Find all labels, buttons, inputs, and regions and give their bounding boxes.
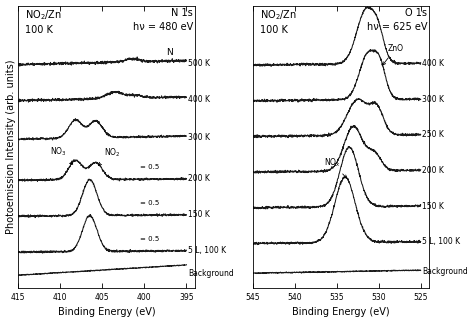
Text: NO$_x$: NO$_x$: [324, 157, 346, 178]
Text: 200 K: 200 K: [422, 166, 444, 175]
Text: NO$_2$/Zn
100 K: NO$_2$/Zn 100 K: [26, 8, 63, 36]
Text: 250 K: 250 K: [422, 130, 444, 140]
Text: Background: Background: [188, 269, 234, 278]
X-axis label: Binding Energy (eV): Binding Energy (eV): [58, 307, 155, 318]
Text: = 0.5: = 0.5: [140, 164, 159, 170]
Text: 300 K: 300 K: [422, 95, 444, 104]
Text: N: N: [166, 48, 173, 57]
Text: N 1s
hν = 480 eV: N 1s hν = 480 eV: [133, 8, 193, 32]
X-axis label: Binding Energy (eV): Binding Energy (eV): [292, 307, 390, 318]
Text: 300 K: 300 K: [188, 133, 210, 142]
Text: 200 K: 200 K: [188, 174, 210, 183]
Text: NO$_2$/Zn
100 K: NO$_2$/Zn 100 K: [260, 8, 297, 36]
Text: Background: Background: [422, 267, 468, 276]
Text: 5 L, 100 K: 5 L, 100 K: [188, 246, 226, 255]
Text: = 0.5: = 0.5: [140, 200, 159, 206]
Text: 5 L, 100 K: 5 L, 100 K: [422, 237, 460, 246]
Text: O 1s
hν = 625 eV: O 1s hν = 625 eV: [367, 8, 427, 32]
Y-axis label: Photoemission Intensity (arb. units): Photoemission Intensity (arb. units): [6, 59, 16, 234]
Text: ZnO: ZnO: [383, 44, 403, 65]
Text: NO$_2$: NO$_2$: [99, 147, 121, 165]
Text: 150 K: 150 K: [422, 202, 444, 211]
Text: 500 K: 500 K: [188, 59, 210, 68]
Text: NO$_3$: NO$_3$: [50, 145, 73, 164]
Text: 400 K: 400 K: [422, 59, 444, 68]
Text: = 0.5: = 0.5: [140, 236, 159, 242]
Text: 400 K: 400 K: [188, 95, 210, 104]
Text: 150 K: 150 K: [188, 210, 210, 219]
